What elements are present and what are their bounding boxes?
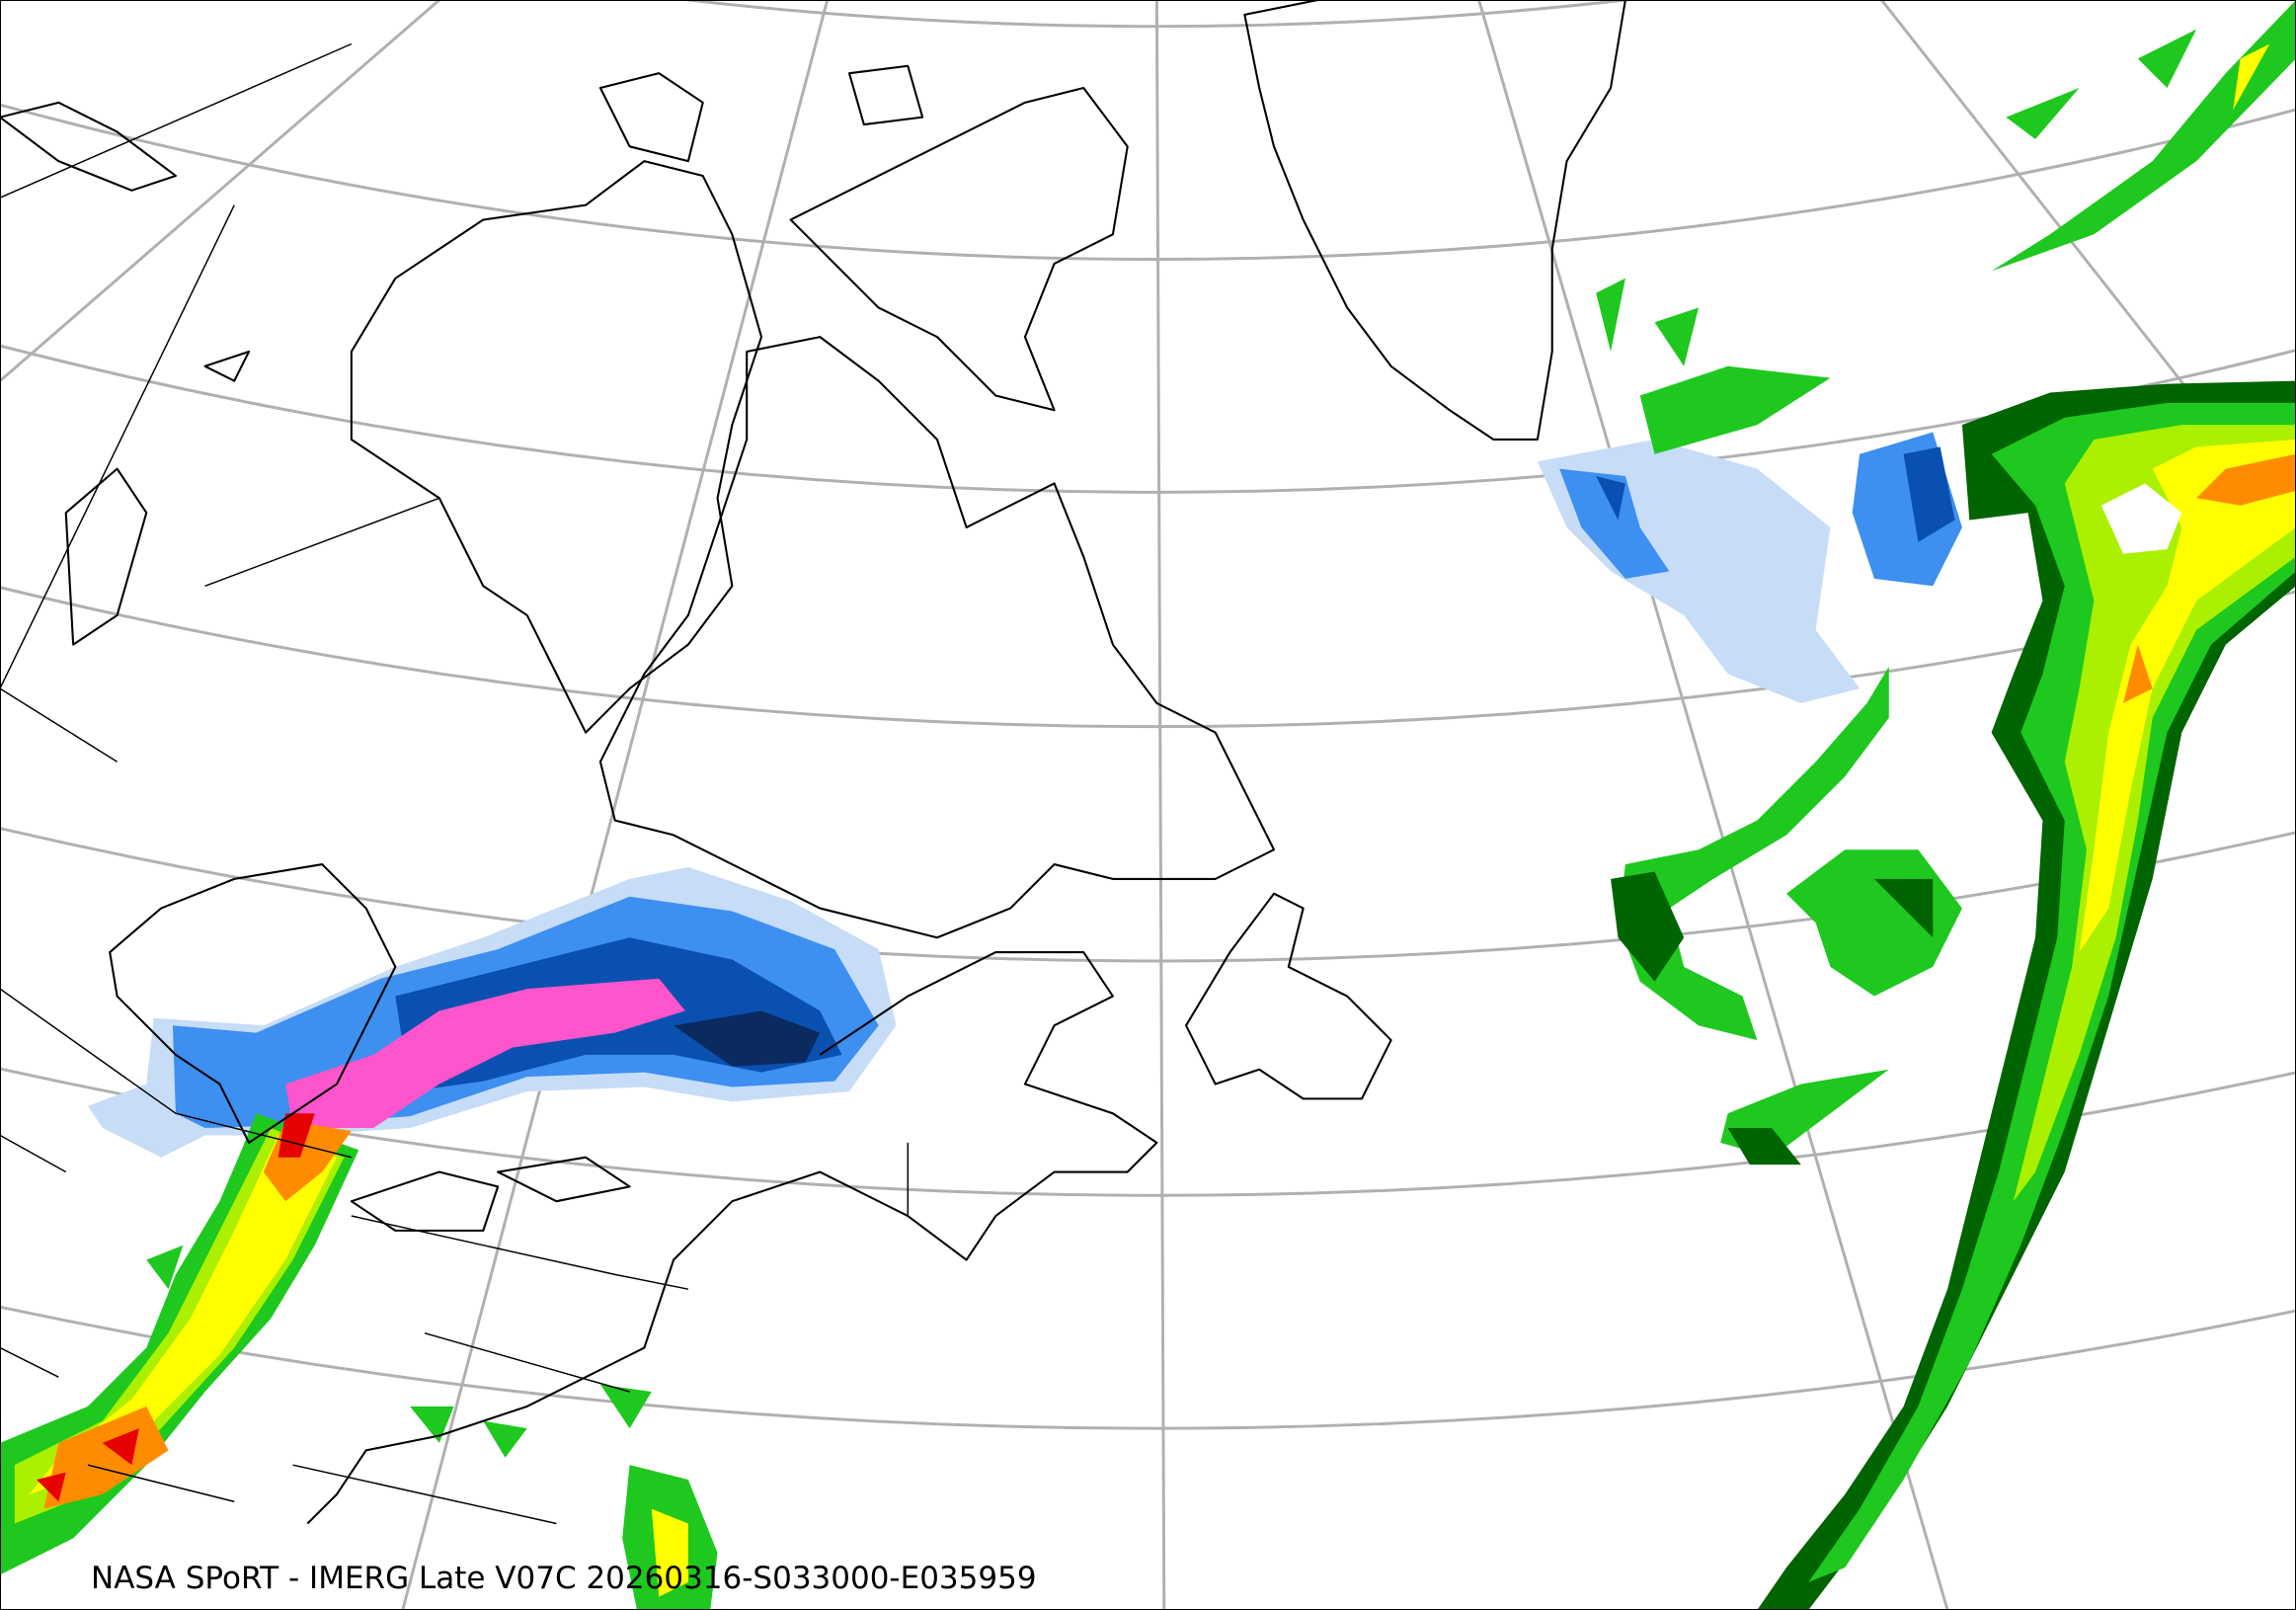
rain-sw-red — [37, 1113, 315, 1502]
snow-atlantic-dark — [1596, 476, 1625, 521]
greenland-coast — [1243, 0, 1626, 441]
latitude-line — [0, 584, 2296, 727]
newfoundland-coast — [1185, 892, 1392, 1100]
snow-atlantic-east-dark — [1903, 446, 1955, 542]
latitude-line — [0, 1304, 2296, 1428]
great-lakes-coast — [109, 863, 631, 1232]
quebec-labrador-coast — [598, 336, 1276, 939]
rain-east-us-green — [146, 1245, 718, 1610]
latitude-line — [0, 826, 2296, 961]
border-line — [0, 42, 910, 1525]
longitude-line — [1154, 0, 1166, 1610]
map-caption: NASA SPoRT - IMERG Late V07C 20260316-S0… — [91, 1561, 1037, 1596]
coastlines — [0, 0, 1626, 1525]
hudson-bay-coast — [350, 160, 763, 734]
rain-atlantic-green — [1808, 402, 2296, 1582]
snow-darkest-region — [673, 1010, 821, 1067]
latitude-line — [0, 343, 2296, 493]
arctic-islands-coast — [0, 64, 924, 646]
latitude-line — [0, 103, 2296, 260]
rain-greenland-ne — [1991, 0, 2296, 272]
rain-atlantic-orange — [2123, 453, 2296, 703]
longitude-line — [0, 0, 440, 382]
gulf-st-lawrence-coast — [306, 951, 1158, 1525]
rain-east-us-yellow — [651, 1508, 688, 1597]
rain-atlantic-lightgreen — [2013, 425, 2296, 1202]
political-borders — [0, 42, 910, 1525]
rain-sw-orange — [43, 1120, 352, 1509]
rain-swirl-darkgreen — [1611, 871, 1934, 1166]
rain-sw-yellow — [29, 1135, 338, 1494]
longitude-line — [401, 0, 830, 1610]
baffin-island-coast — [789, 86, 1129, 412]
snow-heavy-region — [285, 978, 685, 1129]
latitude-line — [681, 0, 1632, 27]
rain-cyclone-hole — [2100, 483, 2182, 554]
rain-swirl-green — [1596, 278, 1962, 1158]
snow-atlantic-mid — [1559, 468, 1670, 579]
longitude-line — [1477, 0, 1949, 1610]
precip-snow — [87, 432, 1962, 1158]
